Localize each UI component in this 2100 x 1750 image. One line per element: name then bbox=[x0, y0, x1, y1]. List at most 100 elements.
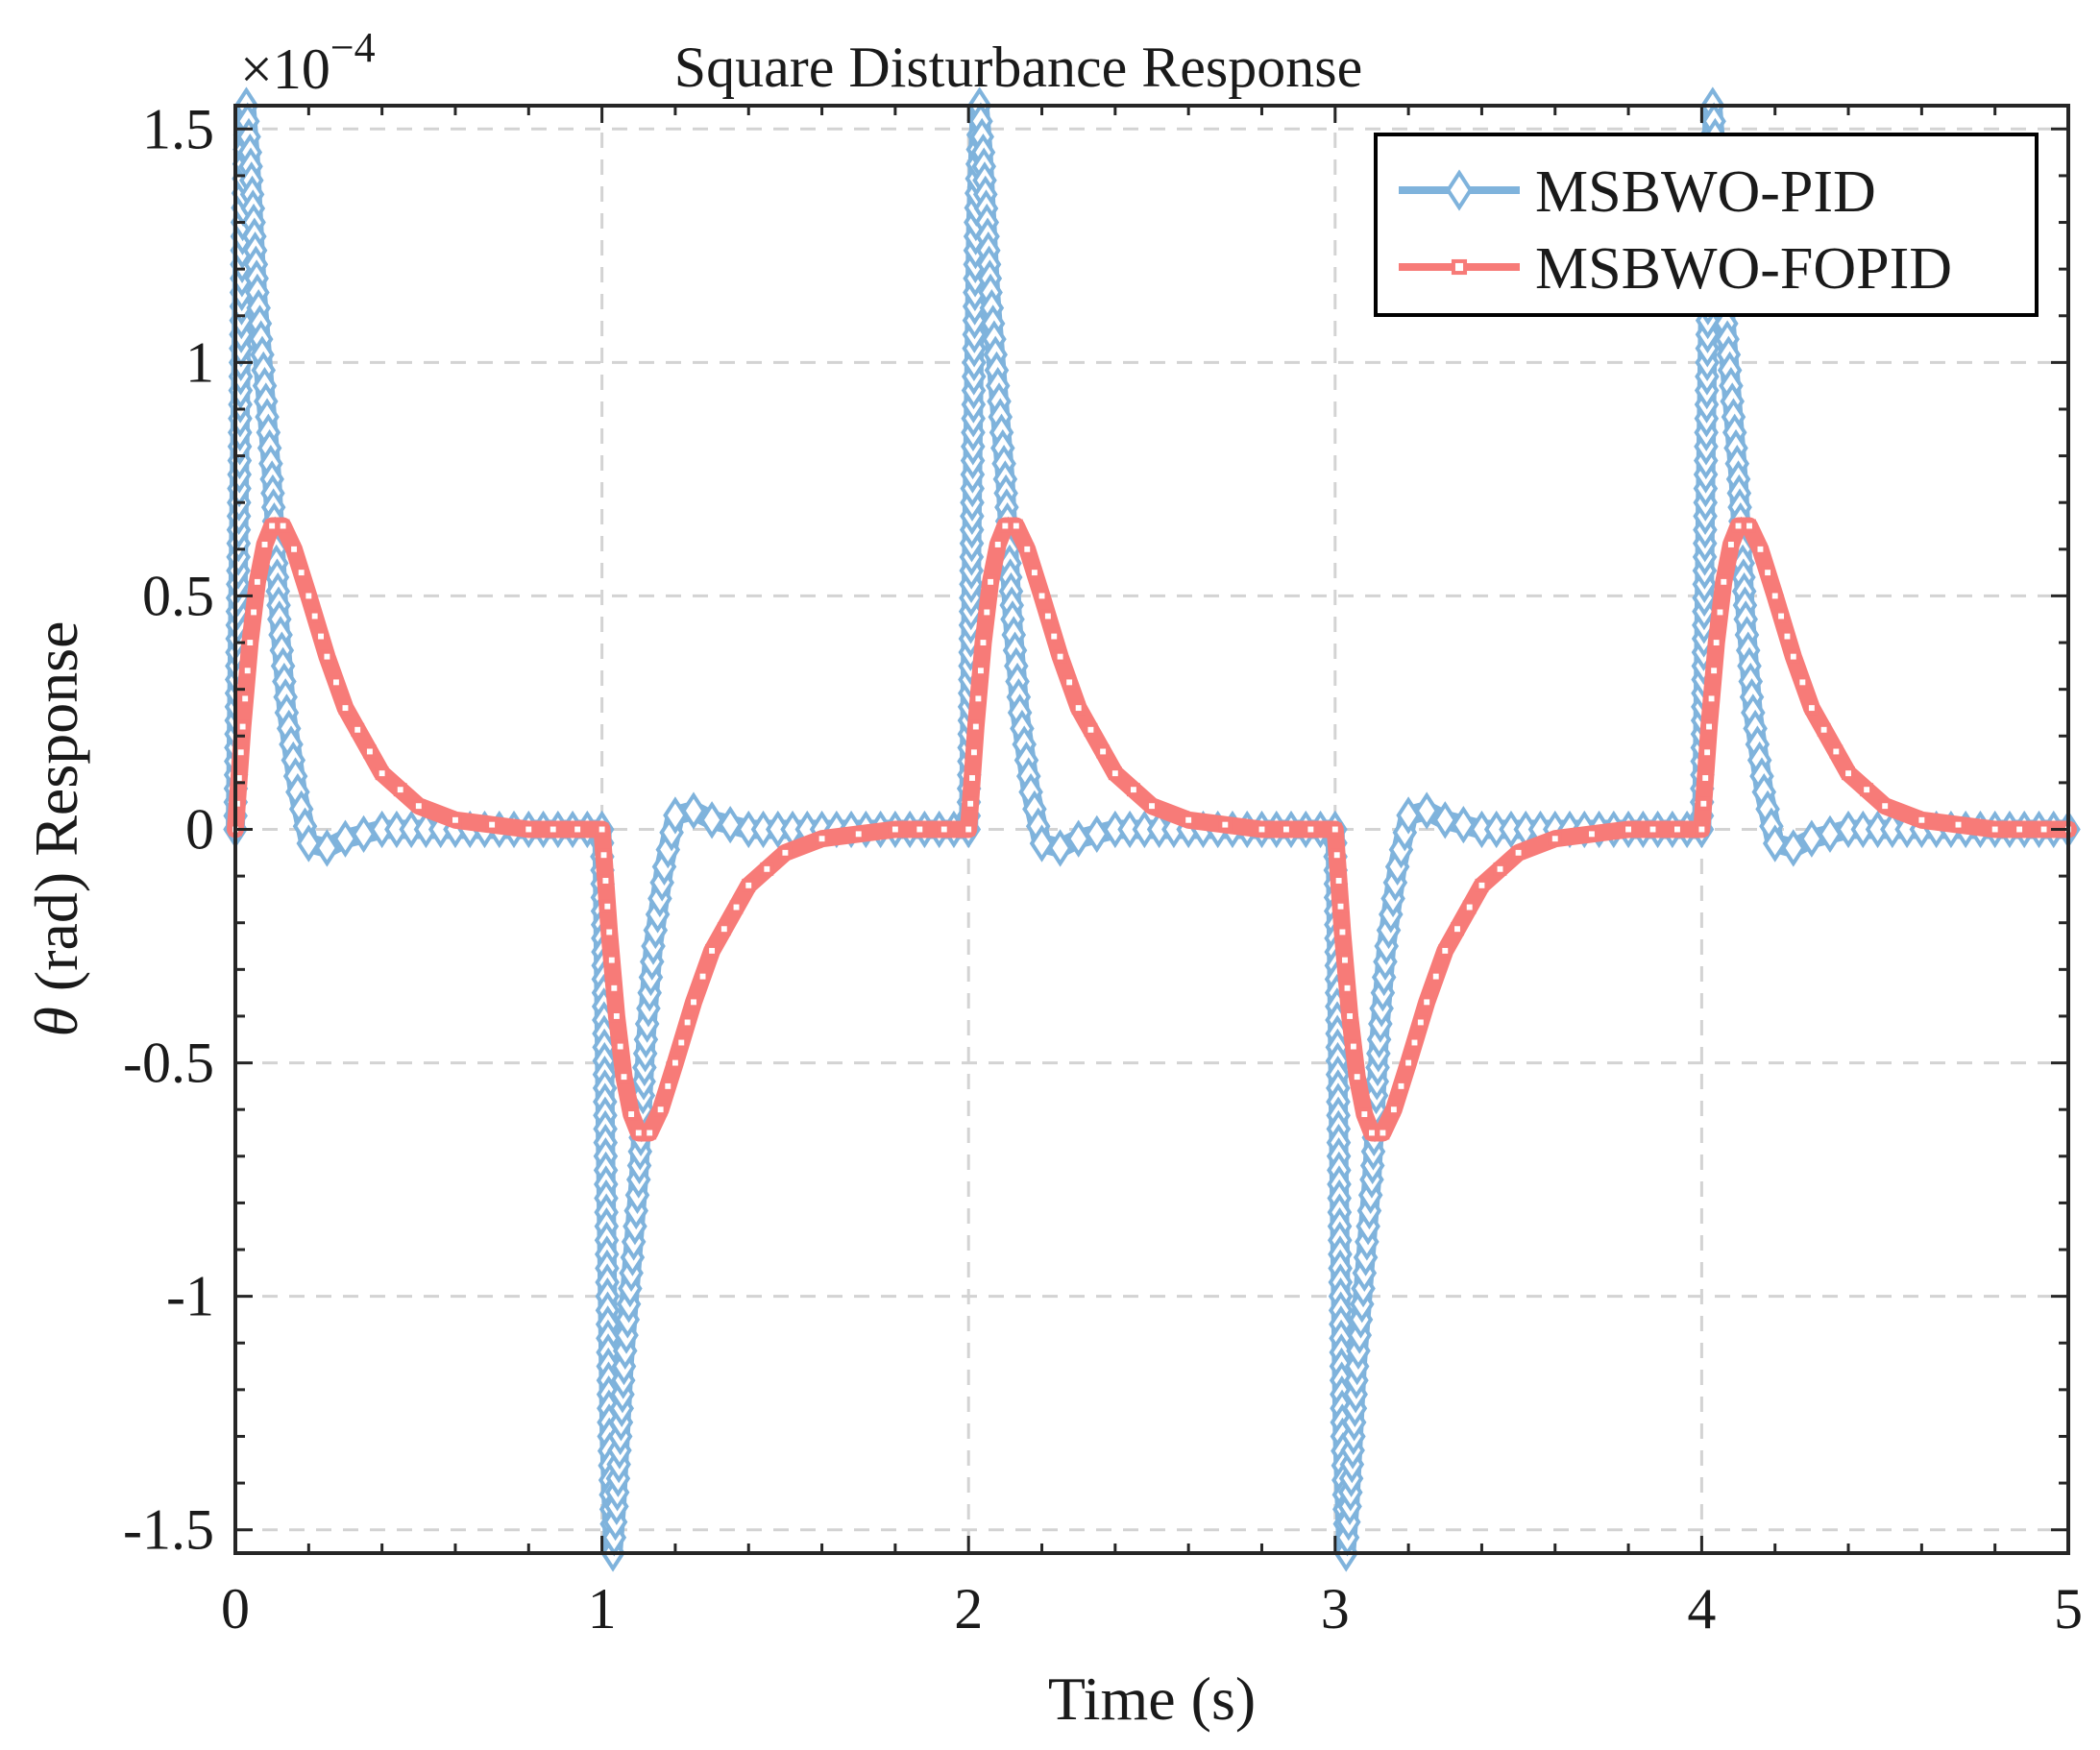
plot-frame bbox=[233, 104, 2070, 1555]
data-point bbox=[1451, 805, 1477, 844]
data-point bbox=[1548, 832, 1562, 846]
data-point bbox=[411, 799, 426, 814]
y-axis-label: θ (rad) Response bbox=[22, 620, 90, 1036]
data-point bbox=[546, 822, 560, 837]
data-point bbox=[1817, 722, 1831, 737]
x-tick-label: 3 bbox=[1321, 1577, 1350, 1641]
y-axis-label-symbol: θ bbox=[22, 1007, 90, 1036]
data-point bbox=[1493, 862, 1507, 876]
data-point bbox=[1704, 692, 1719, 706]
data-point bbox=[1438, 943, 1453, 958]
data-point bbox=[276, 519, 290, 533]
data-point bbox=[600, 899, 615, 913]
legend: MSBWO-PID MSBWO-FOPID bbox=[1374, 133, 2039, 317]
data-point bbox=[668, 1056, 682, 1070]
ticks: 0 1 2 3 4 5 -1.5 -1 -0.5 0 0.5 1 1.5 bbox=[123, 97, 2083, 1641]
data-point bbox=[362, 744, 377, 759]
data-point bbox=[240, 664, 255, 678]
data-point bbox=[1695, 822, 1709, 837]
series-layer bbox=[223, 86, 2081, 1572]
data-point bbox=[595, 822, 609, 837]
legend-marker bbox=[1451, 258, 1468, 276]
data-point bbox=[1878, 799, 1892, 814]
data-point bbox=[1707, 664, 1722, 678]
data-point bbox=[1762, 824, 1788, 863]
data-point bbox=[1126, 783, 1140, 797]
y-tick-label: -1 bbox=[166, 1265, 214, 1328]
data-point bbox=[1511, 845, 1526, 860]
data-point bbox=[1357, 1107, 1372, 1121]
data-point bbox=[1328, 822, 1342, 837]
data-point bbox=[302, 589, 316, 603]
data-point bbox=[250, 574, 264, 589]
data-point bbox=[247, 605, 261, 620]
data-point bbox=[1020, 542, 1035, 556]
data-point bbox=[1915, 813, 1929, 827]
data-point bbox=[1331, 874, 1346, 887]
data-point bbox=[1709, 636, 1723, 649]
data-point bbox=[1040, 609, 1055, 623]
data-point bbox=[937, 822, 951, 837]
data-point bbox=[742, 878, 756, 892]
data-point bbox=[1420, 995, 1434, 1009]
data-point bbox=[973, 664, 988, 678]
data-point bbox=[990, 538, 1005, 551]
y-tick-label: 1.5 bbox=[142, 97, 214, 160]
data-point bbox=[1335, 925, 1350, 939]
x-tick-label: 4 bbox=[1687, 1577, 1716, 1641]
data-point bbox=[617, 1070, 631, 1084]
data-point bbox=[980, 605, 994, 620]
data-point bbox=[1413, 1015, 1428, 1030]
data-point bbox=[1697, 796, 1711, 811]
data-point bbox=[609, 1009, 623, 1023]
data-point bbox=[598, 874, 613, 887]
data-point bbox=[375, 766, 389, 781]
legend-box bbox=[1374, 133, 2039, 317]
data-point bbox=[674, 1035, 689, 1050]
data-point bbox=[717, 922, 731, 936]
data-point bbox=[631, 1126, 646, 1140]
data-point bbox=[1988, 822, 2002, 837]
data-point bbox=[1451, 922, 1464, 936]
data-point bbox=[1394, 1079, 1408, 1093]
data-point bbox=[307, 609, 322, 623]
data-point bbox=[699, 801, 724, 839]
data-point bbox=[1386, 1103, 1401, 1117]
chart-title: Square Disturbance Response bbox=[674, 36, 1362, 99]
data-point bbox=[1671, 822, 1684, 837]
data-point bbox=[1350, 1070, 1364, 1084]
data-point bbox=[643, 1126, 657, 1140]
data-point bbox=[1768, 589, 1782, 603]
data-point bbox=[602, 925, 617, 939]
data-point bbox=[1407, 1035, 1422, 1050]
data-point bbox=[1475, 878, 1489, 892]
data-point bbox=[1860, 783, 1874, 797]
data-point bbox=[624, 1107, 639, 1121]
data-point bbox=[696, 969, 710, 984]
data-point bbox=[705, 943, 720, 958]
data-point bbox=[1829, 744, 1844, 759]
data-point bbox=[1713, 605, 1727, 620]
data-point bbox=[233, 745, 248, 760]
data-point bbox=[681, 791, 706, 830]
data-point bbox=[1414, 791, 1439, 830]
series-msbwo-fopid bbox=[227, 517, 2077, 1142]
data-point bbox=[760, 862, 774, 876]
data-point bbox=[1343, 1009, 1357, 1023]
data-point bbox=[1346, 1039, 1360, 1054]
data-point bbox=[314, 829, 340, 867]
y-axis-label-text: (rad) Response bbox=[22, 620, 90, 1007]
data-point bbox=[1731, 519, 1746, 533]
data-point bbox=[680, 1015, 695, 1030]
data-point bbox=[1761, 566, 1775, 580]
x-tick-label: 1 bbox=[588, 1577, 617, 1641]
data-point bbox=[1432, 801, 1458, 839]
data-point bbox=[1330, 848, 1344, 863]
data-point bbox=[607, 981, 622, 995]
data-point bbox=[613, 1039, 627, 1054]
y-tick-label: -1.5 bbox=[123, 1498, 214, 1562]
legend-label: MSBWO-FOPID bbox=[1535, 236, 1952, 302]
data-point bbox=[597, 848, 611, 863]
data-point bbox=[1047, 829, 1073, 867]
data-point bbox=[1702, 719, 1716, 734]
